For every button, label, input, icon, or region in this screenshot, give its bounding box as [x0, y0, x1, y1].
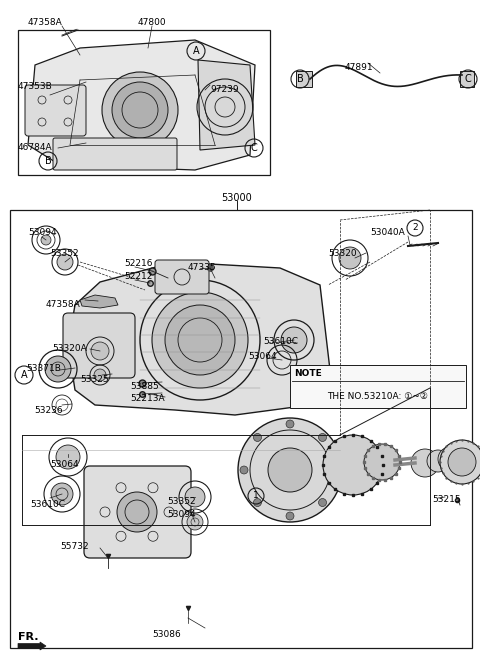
Text: 53352: 53352	[50, 249, 79, 258]
Text: 53215: 53215	[432, 495, 461, 504]
Text: 52212: 52212	[124, 272, 152, 281]
Text: 52216: 52216	[124, 259, 153, 268]
Circle shape	[427, 450, 449, 472]
Circle shape	[187, 514, 203, 530]
Circle shape	[117, 492, 157, 532]
Circle shape	[438, 447, 462, 471]
Circle shape	[286, 420, 294, 428]
FancyArrow shape	[18, 642, 46, 650]
Circle shape	[57, 254, 73, 270]
Text: 46784A: 46784A	[18, 143, 53, 152]
Text: 55732: 55732	[60, 542, 89, 551]
Bar	[10, 210, 472, 648]
Text: 47800: 47800	[138, 18, 167, 27]
Circle shape	[448, 448, 476, 476]
Circle shape	[41, 235, 51, 245]
Text: 47891: 47891	[345, 63, 373, 72]
Text: 53236: 53236	[34, 406, 62, 415]
Circle shape	[51, 483, 73, 505]
Text: 53000: 53000	[222, 193, 252, 203]
Text: FR.: FR.	[18, 632, 38, 642]
Text: C: C	[465, 74, 471, 84]
Circle shape	[56, 445, 80, 469]
Text: B: B	[297, 74, 303, 84]
FancyBboxPatch shape	[290, 365, 466, 408]
Circle shape	[268, 448, 312, 492]
FancyBboxPatch shape	[155, 260, 209, 294]
Circle shape	[112, 82, 168, 138]
Circle shape	[411, 449, 439, 477]
Text: 97239: 97239	[210, 85, 239, 94]
Text: NOTE: NOTE	[294, 369, 322, 378]
Circle shape	[91, 342, 109, 360]
Circle shape	[185, 487, 205, 507]
Circle shape	[238, 418, 342, 522]
Text: 47335: 47335	[188, 263, 216, 272]
Text: 53352: 53352	[167, 497, 196, 506]
Text: 47358A: 47358A	[46, 300, 81, 309]
FancyBboxPatch shape	[84, 466, 191, 558]
Polygon shape	[80, 295, 118, 308]
Text: 53064: 53064	[50, 460, 79, 469]
Text: THE NO.53210A: ①~②: THE NO.53210A: ①~②	[327, 392, 429, 401]
Circle shape	[323, 435, 383, 495]
Circle shape	[319, 434, 326, 442]
Circle shape	[364, 444, 400, 480]
Polygon shape	[28, 40, 255, 170]
FancyBboxPatch shape	[296, 71, 312, 87]
Text: 53086: 53086	[152, 630, 181, 639]
Circle shape	[253, 499, 262, 507]
Text: 2: 2	[412, 223, 418, 233]
Text: 47353B: 47353B	[18, 82, 53, 91]
Circle shape	[253, 434, 262, 442]
Text: 53094: 53094	[167, 510, 196, 519]
Text: 1: 1	[253, 491, 259, 501]
Text: 53610C: 53610C	[263, 337, 298, 346]
Circle shape	[240, 466, 248, 474]
Text: A: A	[192, 46, 199, 56]
Circle shape	[281, 327, 307, 353]
Text: 53371B: 53371B	[26, 364, 61, 373]
Text: 52213A: 52213A	[130, 394, 165, 403]
Text: A: A	[21, 370, 27, 380]
Polygon shape	[198, 60, 255, 150]
FancyBboxPatch shape	[63, 313, 135, 378]
FancyBboxPatch shape	[460, 71, 474, 87]
Circle shape	[94, 369, 106, 381]
Text: 53040A: 53040A	[370, 228, 405, 237]
Text: 53064: 53064	[248, 352, 276, 361]
Circle shape	[339, 247, 361, 269]
Text: B: B	[45, 156, 51, 166]
Circle shape	[165, 305, 235, 375]
Text: 53320A: 53320A	[52, 344, 87, 353]
Circle shape	[286, 512, 294, 520]
Circle shape	[102, 72, 178, 148]
Text: 53610C: 53610C	[30, 500, 65, 509]
Circle shape	[440, 440, 480, 484]
Circle shape	[45, 356, 71, 382]
Bar	[18, 30, 270, 175]
Text: 47358A: 47358A	[28, 18, 63, 27]
Circle shape	[152, 292, 248, 388]
Text: 53325: 53325	[80, 375, 108, 384]
Text: C: C	[251, 143, 257, 153]
FancyBboxPatch shape	[25, 85, 86, 136]
Text: 53094: 53094	[28, 228, 57, 237]
Text: 53885: 53885	[130, 382, 159, 391]
Text: 53320: 53320	[328, 249, 357, 258]
Circle shape	[319, 499, 326, 507]
Polygon shape	[68, 262, 330, 415]
FancyBboxPatch shape	[53, 138, 177, 170]
Circle shape	[332, 466, 340, 474]
